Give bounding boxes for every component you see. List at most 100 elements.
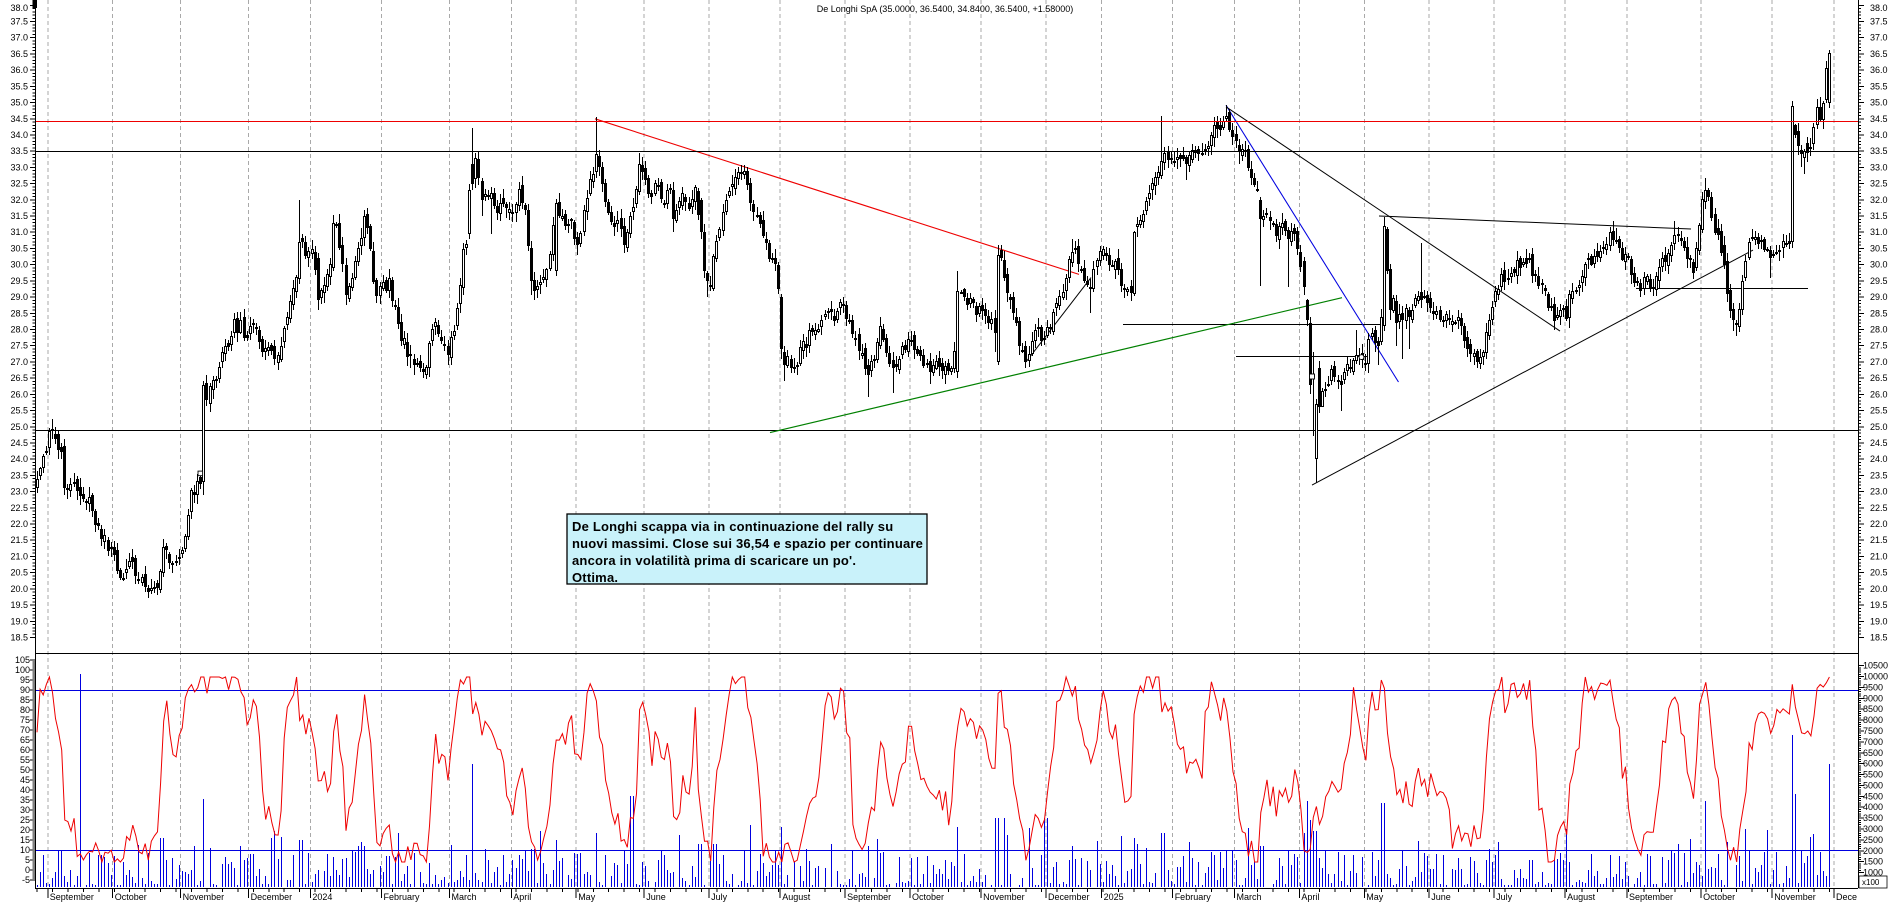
svg-text:May: May — [578, 892, 596, 902]
svg-text:26.0: 26.0 — [10, 389, 28, 399]
svg-text:40: 40 — [20, 785, 30, 795]
svg-text:33.5: 33.5 — [1870, 146, 1888, 156]
svg-text:20.0: 20.0 — [10, 584, 28, 594]
svg-text:34.0: 34.0 — [10, 130, 28, 140]
svg-text:Dece: Dece — [1836, 892, 1857, 902]
svg-text:26.0: 26.0 — [1870, 389, 1888, 399]
svg-text:23.0: 23.0 — [10, 487, 28, 497]
svg-text:29.0: 29.0 — [1870, 292, 1888, 302]
svg-text:10: 10 — [20, 845, 30, 855]
svg-text:February: February — [384, 892, 421, 902]
svg-text:38.0: 38.0 — [10, 3, 28, 13]
svg-text:33.0: 33.0 — [1870, 162, 1888, 172]
svg-text:29.5: 29.5 — [10, 276, 28, 286]
svg-text:70: 70 — [20, 725, 30, 735]
svg-text:27.0: 27.0 — [10, 357, 28, 367]
svg-text:36.5: 36.5 — [10, 49, 28, 59]
svg-text:2025: 2025 — [1104, 892, 1124, 902]
svg-text:23.5: 23.5 — [1870, 470, 1888, 480]
svg-text:July: July — [1496, 892, 1513, 902]
svg-text:19.0: 19.0 — [1870, 616, 1888, 626]
svg-text:33.0: 33.0 — [10, 162, 28, 172]
svg-text:37.0: 37.0 — [1870, 33, 1888, 43]
svg-text:31.5: 31.5 — [10, 211, 28, 221]
svg-text:Ottima.: Ottima. — [572, 570, 618, 585]
svg-text:34.5: 34.5 — [10, 114, 28, 124]
svg-text:x100: x100 — [1862, 878, 1880, 887]
svg-text:9000: 9000 — [1863, 693, 1883, 703]
svg-text:August: August — [782, 892, 811, 902]
svg-text:32.5: 32.5 — [10, 179, 28, 189]
svg-text:25: 25 — [20, 815, 30, 825]
svg-text:24.0: 24.0 — [10, 454, 28, 464]
svg-text:35.0: 35.0 — [1870, 98, 1888, 108]
svg-text:0: 0 — [25, 865, 30, 875]
svg-text:28.0: 28.0 — [10, 325, 28, 335]
svg-text:21.5: 21.5 — [1870, 535, 1888, 545]
svg-text:38.0: 38.0 — [1870, 3, 1888, 13]
svg-text:24.0: 24.0 — [1870, 454, 1888, 464]
svg-text:May: May — [1366, 892, 1384, 902]
svg-text:34.5: 34.5 — [1870, 114, 1888, 124]
svg-text:October: October — [912, 892, 944, 902]
svg-text:24.5: 24.5 — [1870, 438, 1888, 448]
svg-text:December: December — [1048, 892, 1090, 902]
svg-text:28.0: 28.0 — [1870, 325, 1888, 335]
svg-text:De Longhi SpA (35.0000, 36.540: De Longhi SpA (35.0000, 36.5400, 34.8400… — [817, 4, 1073, 14]
svg-text:April: April — [1301, 892, 1319, 902]
svg-text:10000: 10000 — [1863, 672, 1888, 682]
svg-text:30: 30 — [20, 805, 30, 815]
svg-text:15: 15 — [20, 835, 30, 845]
svg-text:37.0: 37.0 — [10, 33, 28, 43]
svg-text:37.5: 37.5 — [1870, 17, 1888, 27]
svg-text:November: November — [983, 892, 1025, 902]
svg-text:February: February — [1175, 892, 1212, 902]
svg-text:6500: 6500 — [1863, 748, 1883, 758]
svg-text:35: 35 — [20, 795, 30, 805]
svg-text:March: March — [452, 892, 477, 902]
svg-text:45: 45 — [20, 775, 30, 785]
svg-text:5: 5 — [25, 855, 30, 865]
svg-text:28.5: 28.5 — [1870, 308, 1888, 318]
svg-text:90: 90 — [20, 685, 30, 695]
svg-text:5000: 5000 — [1863, 780, 1883, 790]
svg-text:36.0: 36.0 — [10, 65, 28, 75]
svg-text:19.5: 19.5 — [1870, 600, 1888, 610]
svg-text:75: 75 — [20, 715, 30, 725]
svg-text:21.0: 21.0 — [1870, 551, 1888, 561]
svg-text:August: August — [1567, 892, 1596, 902]
svg-text:5500: 5500 — [1863, 770, 1883, 780]
svg-text:36.0: 36.0 — [1870, 65, 1888, 75]
svg-text:2000: 2000 — [1863, 846, 1883, 856]
svg-text:25.5: 25.5 — [10, 406, 28, 416]
svg-text:April: April — [513, 892, 531, 902]
svg-text:September: September — [50, 892, 94, 902]
svg-text:22.0: 22.0 — [1870, 519, 1888, 529]
svg-text:31.0: 31.0 — [10, 227, 28, 237]
svg-text:33.5: 33.5 — [10, 146, 28, 156]
svg-text:36.5: 36.5 — [1870, 49, 1888, 59]
svg-text:30.0: 30.0 — [1870, 260, 1888, 270]
svg-text:30.0: 30.0 — [10, 260, 28, 270]
svg-text:32.0: 32.0 — [1870, 195, 1888, 205]
svg-text:20.0: 20.0 — [1870, 584, 1888, 594]
svg-text:18.5: 18.5 — [1870, 633, 1888, 643]
svg-text:June: June — [1431, 892, 1451, 902]
svg-text:30.5: 30.5 — [10, 244, 28, 254]
svg-text:55: 55 — [20, 755, 30, 765]
svg-text:22.0: 22.0 — [10, 519, 28, 529]
svg-text:25.0: 25.0 — [10, 422, 28, 432]
svg-text:7500: 7500 — [1863, 726, 1883, 736]
svg-text:July: July — [711, 892, 728, 902]
svg-text:95: 95 — [20, 675, 30, 685]
svg-text:20: 20 — [20, 825, 30, 835]
svg-text:20.5: 20.5 — [10, 568, 28, 578]
svg-text:29.0: 29.0 — [10, 292, 28, 302]
svg-text:September: September — [847, 892, 891, 902]
svg-text:80: 80 — [20, 705, 30, 715]
svg-text:18.5: 18.5 — [10, 633, 28, 643]
svg-text:30.5: 30.5 — [1870, 244, 1888, 254]
svg-text:65: 65 — [20, 735, 30, 745]
svg-text:21.0: 21.0 — [10, 551, 28, 561]
svg-text:26.5: 26.5 — [1870, 373, 1888, 383]
